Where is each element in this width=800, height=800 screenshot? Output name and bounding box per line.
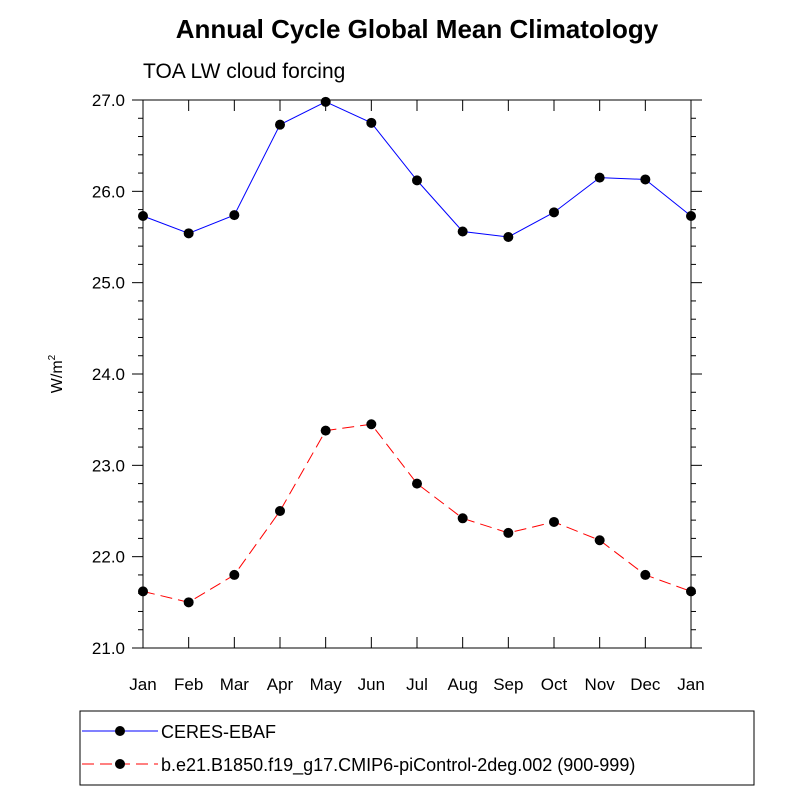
data-point: [412, 478, 422, 489]
x-tick-label: Aug: [448, 675, 478, 694]
y-tick-label: 22.0: [92, 548, 125, 567]
data-point: [138, 586, 148, 597]
x-tick-label: Sep: [493, 675, 523, 694]
data-point: [594, 172, 605, 183]
data-point: [549, 207, 559, 218]
data-point: [183, 597, 194, 608]
y-axis-label-exponent: 2: [47, 354, 58, 360]
data-point: [457, 226, 468, 237]
axis-ticks: [132, 99, 702, 649]
x-tick-label: Apr: [267, 675, 294, 694]
y-tick-labels: 21.0 22.0 23.0 24.0 25.0 26.0 27.0: [92, 91, 125, 658]
chart-subtitle: TOA LW cloud forcing: [143, 60, 345, 83]
data-point: [229, 210, 240, 221]
x-tick-label: Jan: [129, 675, 156, 694]
legend-label: CERES-EBAF: [161, 722, 276, 742]
legend-marker: [115, 726, 125, 736]
x-tick-label: Mar: [220, 675, 250, 694]
y-tick-label: 25.0: [92, 274, 125, 293]
x-tick-label: Dec: [630, 675, 661, 694]
chart-title: Annual Cycle Global Mean Climatology: [176, 14, 659, 44]
data-point: [275, 119, 285, 130]
data-point: [549, 516, 559, 527]
legend-marker: [115, 759, 125, 769]
data-point: [412, 175, 422, 186]
series-line: [142, 101, 692, 238]
data-point: [366, 117, 377, 128]
data-point: [594, 535, 605, 546]
y-tick-label: 26.0: [92, 182, 125, 201]
data-point: [320, 96, 331, 107]
data-point: [457, 513, 468, 524]
y-tick-label: 27.0: [92, 91, 125, 110]
data-point: [320, 425, 331, 436]
data-point: [640, 174, 651, 185]
data-point: [275, 506, 285, 516]
y-axis-label-unit: W/m: [49, 360, 66, 393]
legend: CERES-EBAF b.e21.B1850.f19_g17.CMIP6-piCo…: [82, 722, 635, 776]
data-point: [229, 569, 240, 580]
legend-label: b.e21.B1850.f19_g17.CMIP6-piControl-2deg…: [161, 755, 635, 776]
x-tick-label: Nov: [585, 675, 616, 694]
y-axis-label: W/m2: [47, 354, 66, 393]
y-tick-label: 23.0: [92, 456, 125, 475]
data-point: [503, 232, 514, 242]
x-tick-labels: Jan Feb Mar Apr May Jun Jul Aug Sep Oct Nov Dec Jan: [129, 675, 704, 694]
y-tick-label: 21.0: [92, 639, 125, 658]
x-tick-label: Jan: [677, 675, 704, 694]
data-point: [686, 586, 696, 597]
legend-box: [79, 710, 755, 786]
data-point: [686, 210, 696, 221]
x-tick-label: Oct: [541, 675, 568, 694]
data-point: [366, 419, 377, 430]
data-point: [503, 527, 514, 538]
x-tick-label: May: [310, 675, 343, 694]
data-point: [640, 569, 651, 580]
x-tick-label: Jul: [406, 675, 428, 694]
x-tick-label: Jun: [358, 675, 385, 694]
data-point: [138, 210, 148, 221]
series-line: [142, 423, 692, 603]
series-layer: [138, 96, 696, 608]
data-point: [183, 228, 194, 239]
x-tick-label: Feb: [174, 675, 203, 694]
y-tick-label: 24.0: [92, 365, 125, 384]
